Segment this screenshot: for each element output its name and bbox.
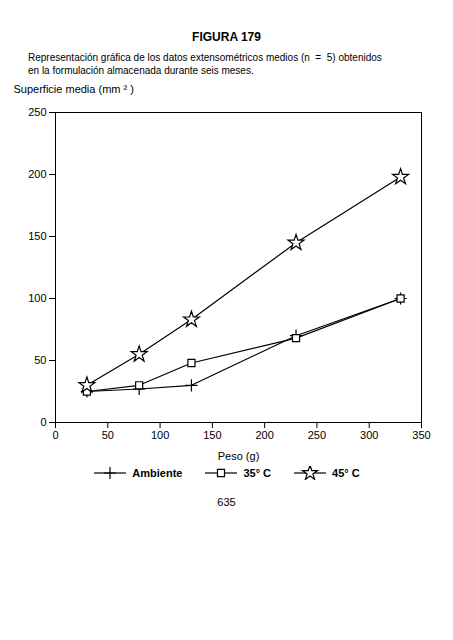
html-text:Representación gráfica de los: Representación gráfica de los datos exte… <box>28 52 382 63</box>
html-text:45° C: 45° C <box>332 467 360 479</box>
svg-text:250: 250 <box>308 429 326 441</box>
svg-text:350: 350 <box>412 429 430 441</box>
svg-text:50: 50 <box>34 354 46 366</box>
html-text:35° C: 35° C <box>243 467 272 479</box>
html-text:Ambiente: Ambiente <box>132 467 183 479</box>
html-text:635: 635 <box>217 496 236 508</box>
html-text:en la formulación almacenada d: en la formulación almacenada durante sei… <box>28 65 254 76</box>
html-text:FIGURA 179: FIGURA 179 <box>192 30 261 44</box>
svg-text:Superficie media (mm ² ): Superficie media (mm ² ) <box>14 83 134 95</box>
svg-text:200: 200 <box>255 429 273 441</box>
svg-text:Peso (g): Peso (g) <box>218 450 260 462</box>
svg-text:150: 150 <box>203 429 221 441</box>
svg-text:300: 300 <box>360 429 378 441</box>
svg-text:50: 50 <box>102 429 114 441</box>
svg-text:200: 200 <box>28 168 46 180</box>
svg-text:100: 100 <box>28 292 46 304</box>
svg-text:0: 0 <box>52 429 58 441</box>
svg-text:100: 100 <box>151 429 169 441</box>
svg-text:0: 0 <box>40 416 46 428</box>
svg-text:250: 250 <box>28 106 46 118</box>
svg-text:150: 150 <box>28 230 46 242</box>
